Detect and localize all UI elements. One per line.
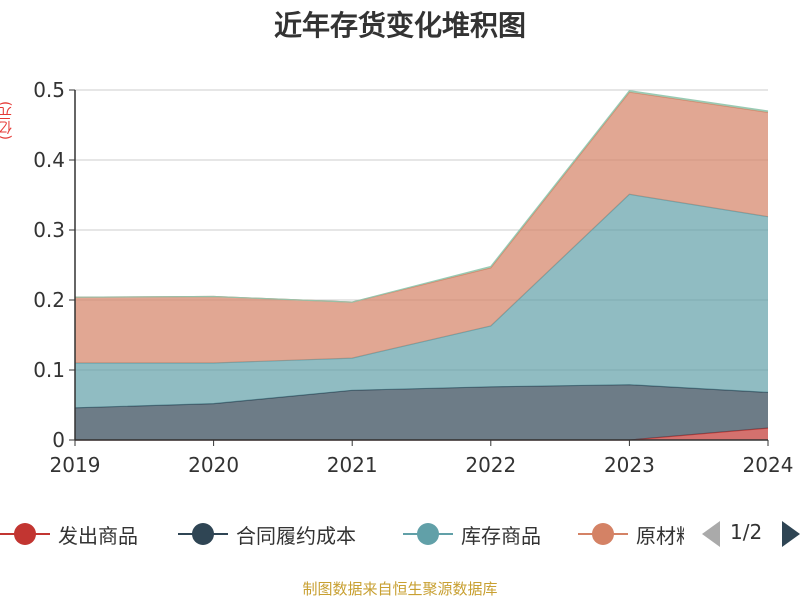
- legend-next-page-icon[interactable]: [782, 521, 800, 547]
- series-area-1: [75, 384, 768, 440]
- y-tick-label: 0: [52, 428, 65, 452]
- axis-layer: 0 0.1 0.2 0.3 0.4 0.5 2019 2020 2021 2022 2023 2024: [33, 78, 793, 477]
- series-area-2: [75, 194, 768, 408]
- y-tick-label: 0.2: [33, 288, 65, 312]
- x-tick-label: 2019: [50, 453, 101, 477]
- legend-pager: 1/2: [700, 514, 800, 554]
- y-tick-label: 0.5: [33, 78, 65, 102]
- legend-dot-marker: [592, 523, 614, 545]
- legend-label: 原材料: [636, 524, 684, 548]
- legend-prev-page-icon[interactable]: [702, 521, 720, 547]
- legend-dot-marker: [417, 523, 439, 545]
- legend-page-indicator: 1/2: [730, 520, 763, 544]
- legend-dot-marker: [14, 523, 36, 545]
- y-tick-label: 0.1: [33, 358, 65, 382]
- data-source-note: 制图数据来自恒生聚源数据库: [302, 580, 498, 598]
- y-tick-label: 0.3: [33, 218, 65, 242]
- x-tick-label: 2023: [604, 453, 655, 477]
- legend-dot-marker: [192, 523, 214, 545]
- x-tick-label: 2024: [743, 453, 794, 477]
- legend-item[interactable]: 发出商品: [0, 514, 220, 554]
- x-tick-label: 2020: [188, 453, 239, 477]
- chart-title: 近年存货变化堆积图: [273, 9, 526, 42]
- x-tick-label: 2022: [465, 453, 516, 477]
- series-area-3: [75, 92, 768, 363]
- y-tick-label: 0.4: [33, 148, 65, 172]
- legend-item[interactable]: 合同履约成本: [178, 514, 398, 554]
- legend-label: 合同履约成本: [236, 524, 356, 548]
- series-area-0: [75, 428, 768, 440]
- area-layer: [74, 90, 769, 441]
- legend-item[interactable]: 库存商品: [403, 514, 623, 554]
- series-line-4: [74, 90, 769, 303]
- legend-label: 发出商品: [58, 524, 138, 548]
- x-tick-label: 2021: [327, 453, 378, 477]
- legend-items-container: 发出商品 合同履约成本 库存商品 原材料: [0, 514, 684, 554]
- legend-item[interactable]: 原材料: [578, 514, 684, 554]
- legend: 发出商品 合同履约成本 库存商品 原材料: [0, 514, 800, 554]
- legend-label: 库存商品: [461, 524, 541, 548]
